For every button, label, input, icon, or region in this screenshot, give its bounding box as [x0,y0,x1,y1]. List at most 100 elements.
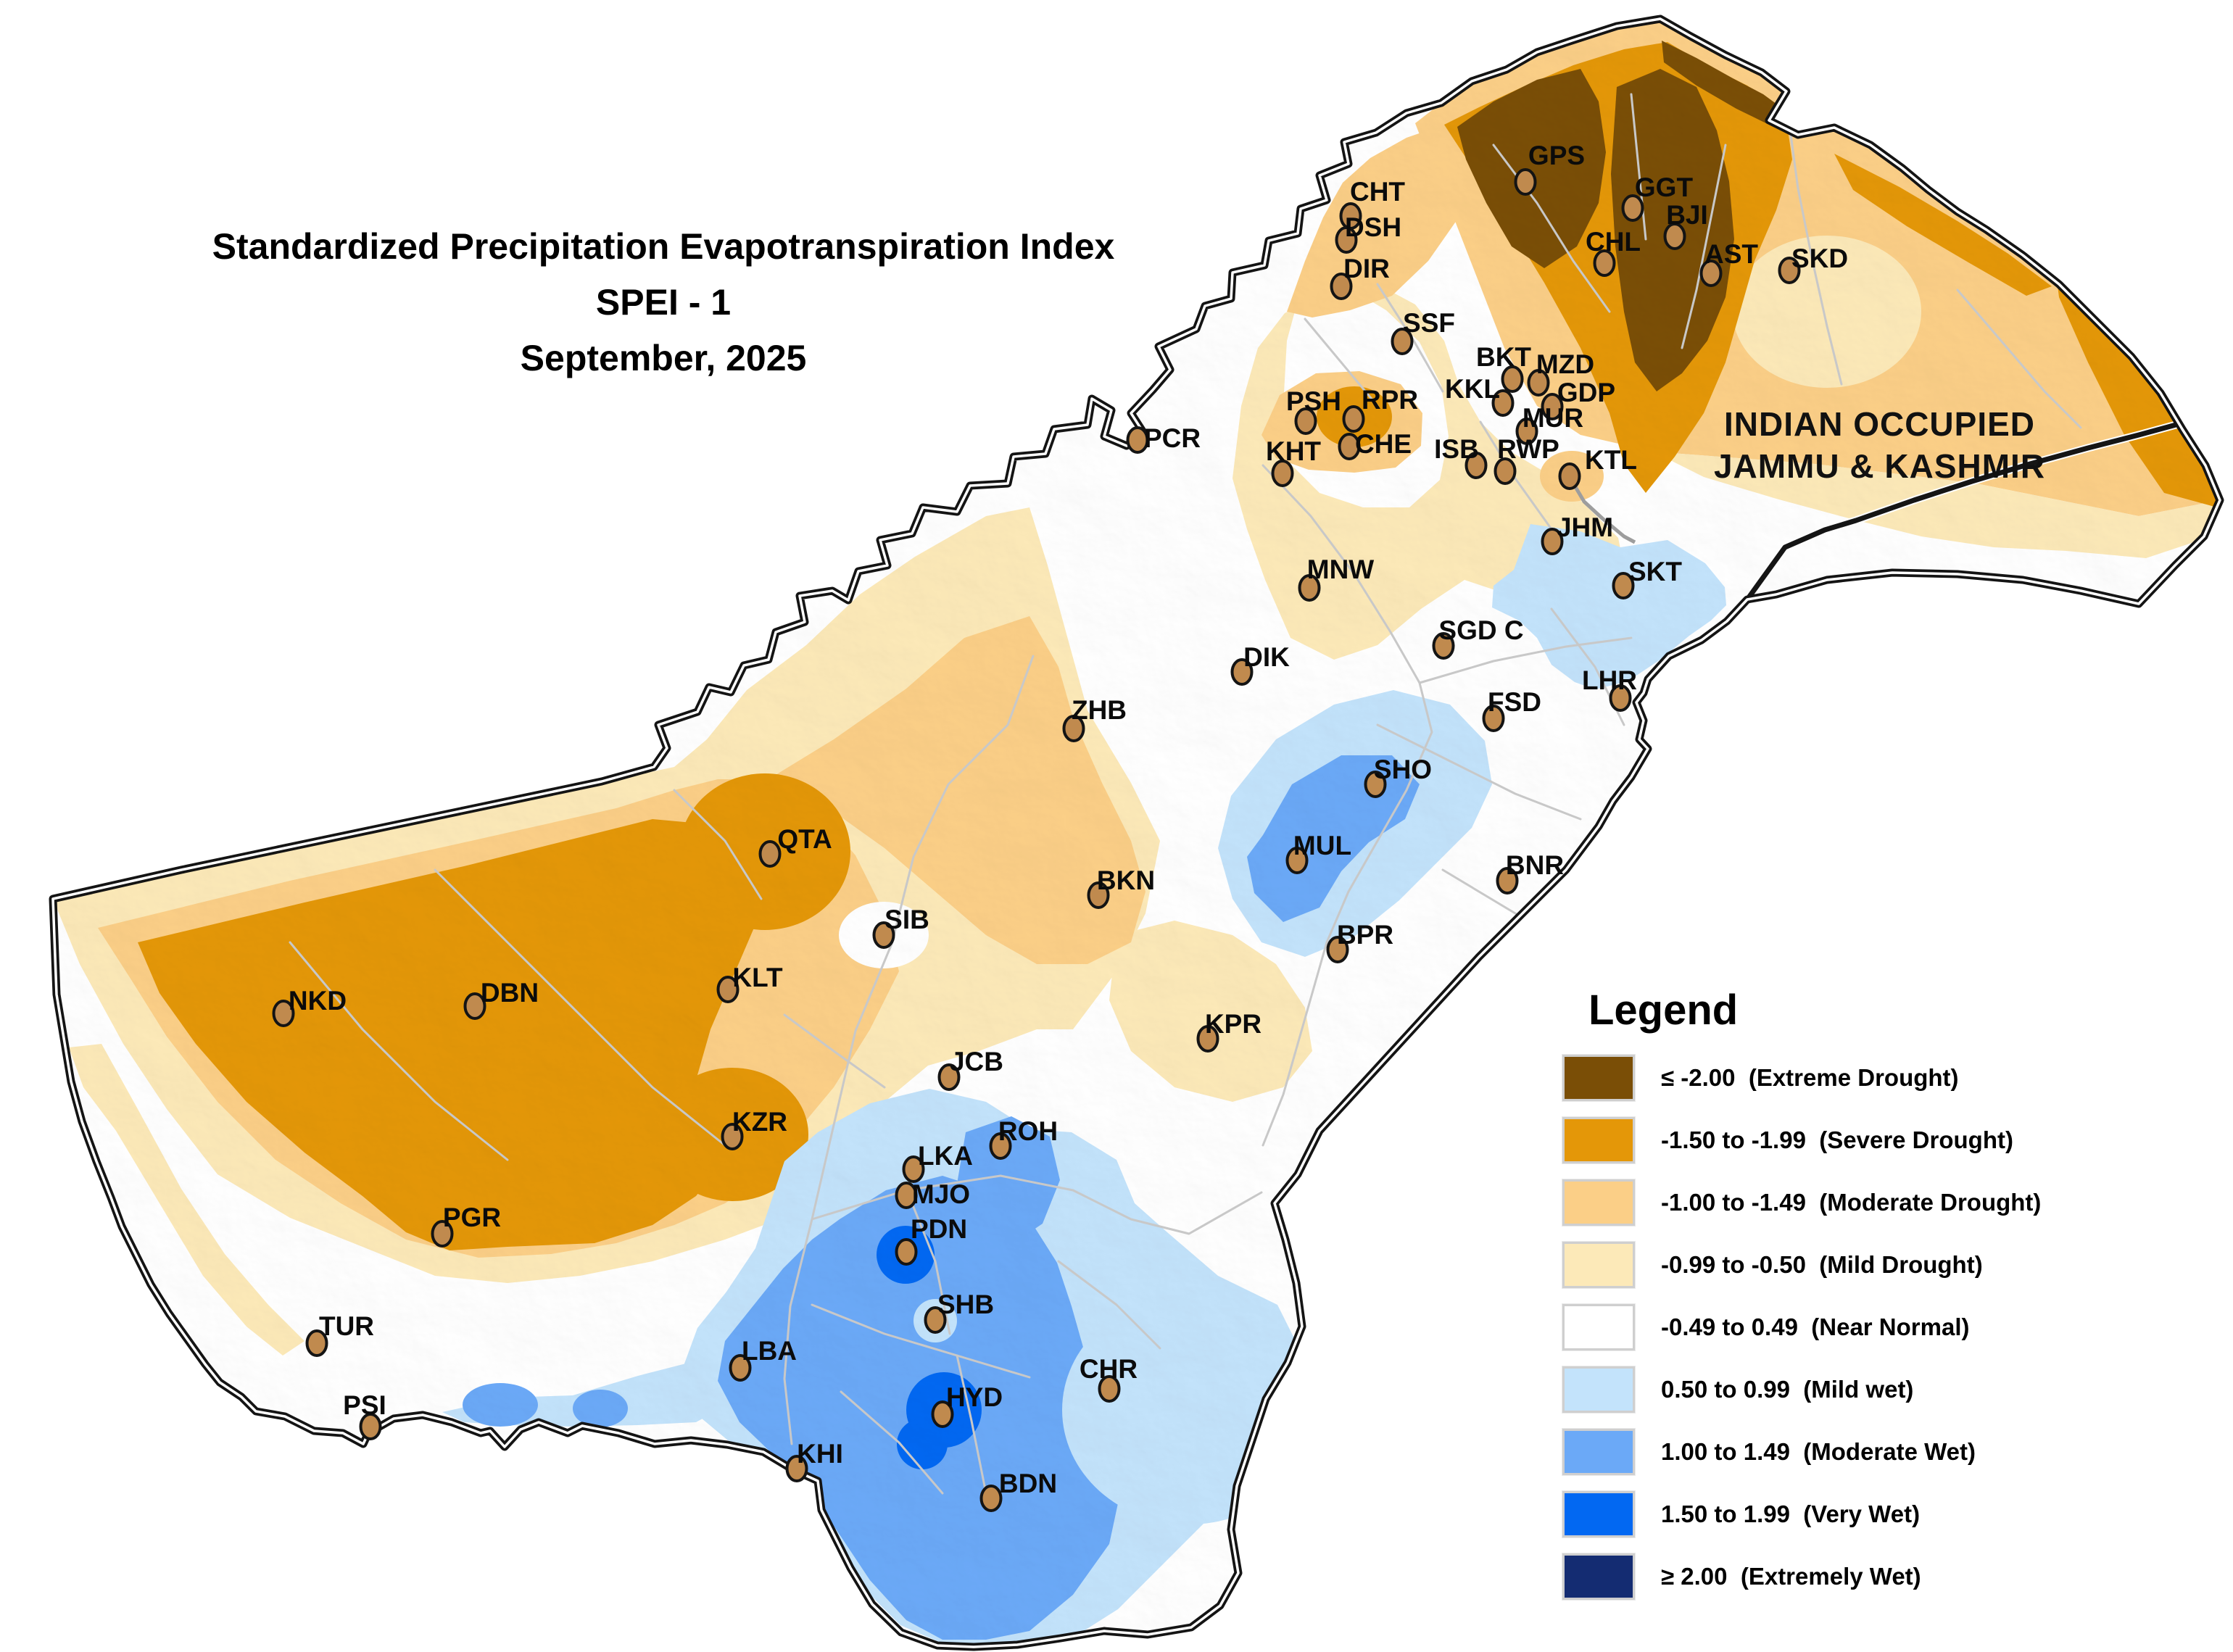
station-dot-DSH [1335,226,1358,254]
legend-row-3: -1.00 to -1.49 (Moderate Drought) [1562,1179,2128,1226]
station-dot-MUR [1515,418,1538,445]
station-label-AST: AST [1704,239,1758,269]
legend-row-1: ≤ -2.00 (Extreme Drought) [1562,1054,2128,1102]
legend-label-5: -0.49 to 0.49 (Near Normal) [1661,1313,1970,1340]
legend-swatch-2 [1562,1116,1636,1164]
station-label-SGD-C: SGD C [1438,615,1523,645]
legend-row-4: -0.99 to -0.50 (Mild Drought) [1562,1241,2128,1289]
station-dot-ZHB [1062,715,1085,742]
station-dot-DIK [1230,658,1254,686]
station-label-CHR: CHR [1080,1354,1138,1384]
iojk-line2: JAMMU & KASHMIR [1713,447,2046,485]
station-label-DSH: DSH [1345,212,1401,242]
station-dot-CHE [1338,433,1361,460]
station-dot-DBN [463,992,486,1020]
district-boundaries [289,93,2082,1495]
legend-swatch-8 [1562,1490,1636,1538]
station-label-BKT: BKT [1476,342,1531,372]
station-label-BPR: BPR [1337,920,1393,950]
station-label-CHT: CHT [1350,177,1405,207]
station-dot-SSF [1391,328,1414,355]
station-dot-RPR [1342,405,1365,433]
station-label-PCR: PCR [1144,423,1201,453]
legend-swatch-9 [1562,1553,1636,1601]
station-label-KKL: KKL [1445,374,1500,404]
station-dot-RWP [1494,457,1517,485]
map-title: Standardized Precipitation Evapotranspir… [83,219,1243,386]
station-dot-LHR [1609,684,1632,712]
legend-label-1: ≤ -2.00 (Extreme Drought) [1661,1064,1959,1091]
station-dot-BKT [1501,365,1524,393]
legend-label-4: -0.99 to -0.50 (Mild Drought) [1661,1251,1983,1278]
station-dot-GPS [1514,168,1537,196]
legend-title: Legend [1588,987,1739,1034]
legend-swatch-3 [1562,1179,1636,1226]
station-label-RPR: RPR [1362,385,1418,415]
station-label-KLT: KLT [732,963,783,992]
station-dot-BDN [979,1485,1003,1512]
station-label-PDN: PDN [911,1214,967,1244]
legend-row-7: 1.00 to 1.49 (Moderate Wet) [1562,1428,2128,1476]
station-label-DIK: DIK [1243,642,1290,672]
station-label-QTA: QTA [777,824,832,854]
station-label-ISB: ISB [1434,434,1479,464]
station-dot-ROH [989,1132,1012,1160]
station-dot-AST [1699,260,1723,287]
station-label-GGT: GGT [1635,173,1694,202]
legend-panel: Legend ≤ -2.00 (Extreme Drought) -1.50 to… [1562,986,2128,1616]
ajk-boundary [1566,473,1636,544]
station-dot-BNR [1496,867,1519,895]
station-dot-MUL [1285,847,1309,874]
station-dot-MNW [1298,574,1321,602]
station-label-BJI: BJI [1666,200,1708,230]
station-label-DIR: DIR [1343,254,1390,283]
station-dot-PSI [359,1413,382,1440]
station-label-MUL: MUL [1293,831,1351,860]
station-dot-CHL [1593,249,1616,277]
station-dot-KHI [785,1455,808,1482]
station-dot-KPR [1196,1025,1219,1053]
station-dot-LKA [902,1155,925,1183]
station-label-JHM: JHM [1557,512,1613,542]
station-label-KHT: KHT [1266,436,1321,466]
station-label-BKN: BKN [1097,866,1155,895]
station-label-BDN: BDN [999,1469,1057,1498]
station-label-NKD: NKD [289,986,347,1016]
station-dot-KLT [716,976,740,1003]
iojk-region-label: INDIAN OCCUPIED JAMMU & KASHMIR [1682,403,2077,487]
station-dot-TUR [305,1329,328,1357]
legend-swatch-7 [1562,1428,1636,1476]
weather-stations: GPS CHT GGT DSH BJI CHL AST SKD DIR SSF BKT MZD KKL G… [272,141,1848,1512]
map-title-line1: Standardized Precipitation Evapotranspir… [212,226,1115,267]
station-dot-BKN [1087,881,1110,909]
station-dot-NKD [272,1000,295,1027]
map-title-line2: SPEI - 1 [595,282,732,323]
station-dot-MZD [1527,369,1550,397]
station-label-LKA: LKA [918,1141,973,1171]
station-dot-QTA [758,840,782,868]
station-label-MNW: MNW [1307,555,1375,584]
station-dot-SHO [1364,771,1387,798]
station-label-KHI: KHI [797,1439,843,1469]
station-dot-ISB [1464,452,1488,479]
station-label-SKT: SKT [1628,557,1682,586]
line-of-control [1566,420,2180,602]
legend-label-2: -1.50 to -1.99 (Severe Drought) [1661,1126,2013,1153]
station-dot-JCB [937,1063,961,1091]
station-label-DBN: DBN [481,978,539,1008]
legend-label-9: ≥ 2.00 (Extremely Wet) [1661,1563,1921,1590]
station-dot-GGT [1621,194,1644,222]
station-dot-SKT [1612,572,1635,599]
station-dot-PSH [1294,407,1317,435]
station-label-LHR: LHR [1582,665,1637,695]
legend-swatch-6 [1562,1366,1636,1414]
station-dot-PCR [1126,426,1149,454]
legend-row-6: 0.50 to 0.99 (Mild wet) [1562,1366,2128,1414]
station-dot-SHB [924,1306,947,1334]
station-label-PSI: PSI [343,1390,386,1420]
station-dot-DIR [1330,273,1353,300]
station-label-CHL: CHL [1586,227,1641,257]
station-label-PGR: PGR [443,1203,501,1232]
station-dot-BJI [1663,223,1686,250]
